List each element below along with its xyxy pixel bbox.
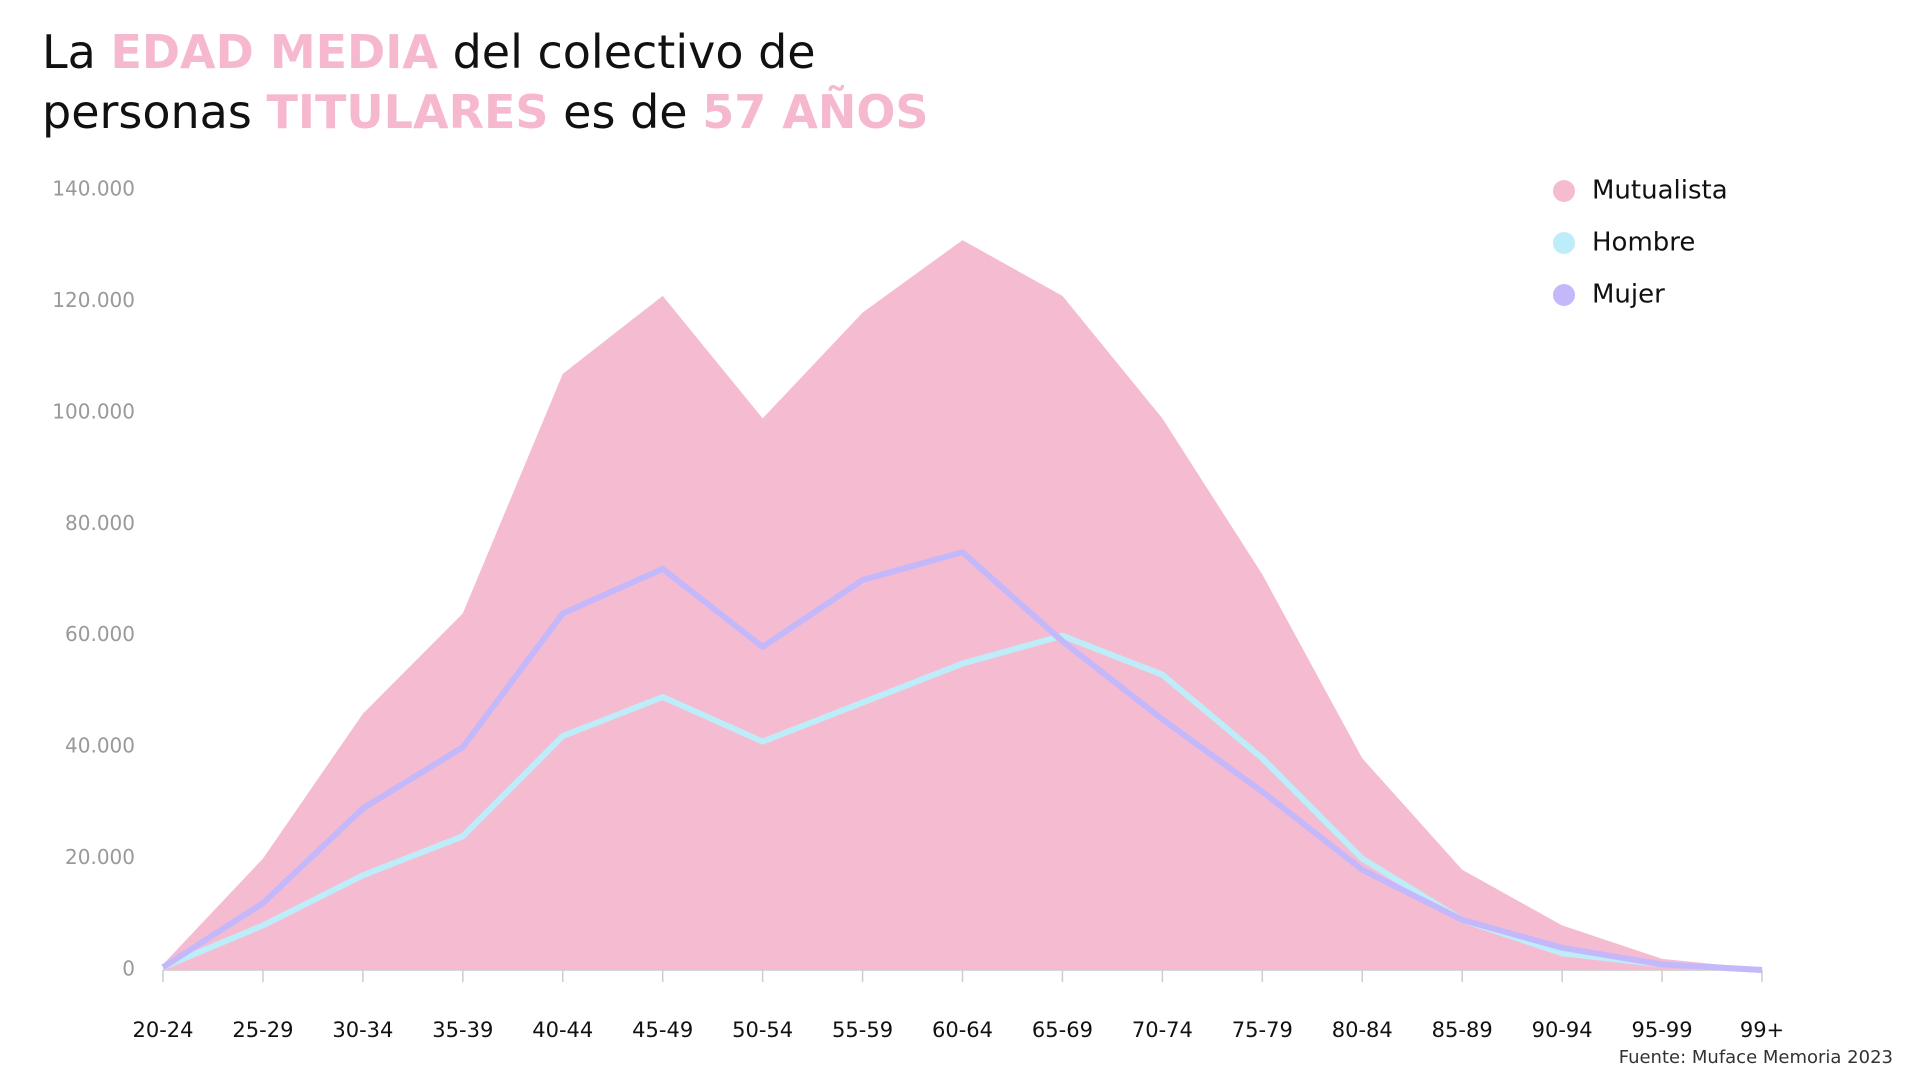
title-text: personas (42, 85, 267, 139)
area (163, 240, 1762, 971)
y-tick-label: 100.000 (52, 399, 135, 423)
chart-title: La EDAD MEDIA del colectivo de personas T… (42, 22, 929, 142)
x-tick-label: 75-79 (1232, 1018, 1293, 1042)
legend-label: Mutualista (1592, 176, 1728, 206)
y-tick-label: 80.000 (65, 511, 135, 535)
x-tick-label: 55-59 (832, 1018, 893, 1042)
x-tick-label: 50-54 (732, 1018, 793, 1042)
title-text: del colectivo de (437, 25, 816, 79)
title-highlight: TITULARES (266, 85, 549, 139)
y-tick-label: 20.000 (65, 845, 135, 869)
x-tick-label: 35-39 (432, 1018, 493, 1042)
title-line: La EDAD MEDIA del colectivo de (42, 22, 929, 82)
title-text: es de (548, 85, 703, 139)
x-tick-label: 65-69 (1032, 1018, 1093, 1042)
x-tick-label: 95-99 (1632, 1018, 1693, 1042)
x-tick-label: 70-74 (1132, 1018, 1193, 1042)
legend-swatch (1553, 232, 1575, 254)
legend-swatch (1553, 180, 1575, 202)
y-tick-label: 120.000 (52, 288, 135, 312)
x-tick-label: 60-64 (932, 1018, 993, 1042)
legend-label: Hombre (1592, 228, 1695, 258)
y-tick-label: 40.000 (65, 734, 135, 758)
x-tick-label: 20-24 (132, 1018, 193, 1042)
x-tick-label: 30-34 (332, 1018, 393, 1042)
y-tick-label: 140.000 (52, 177, 135, 201)
y-tick-label: 60.000 (65, 622, 135, 646)
line (161, 549, 1763, 973)
legend-label: Mujer (1592, 280, 1665, 310)
legend-swatch (1553, 284, 1575, 306)
y-tick-label: 0 (122, 957, 135, 981)
source: Fuente: Muface Memoria 2023 (1619, 1047, 1893, 1068)
x-tick-label: 85-89 (1432, 1018, 1493, 1042)
title-highlight: EDAD MEDIA (110, 25, 438, 79)
x-tick-label: 45-49 (632, 1018, 693, 1042)
x-tick-label: 80-84 (1332, 1018, 1393, 1042)
x-tick-label: 90-94 (1532, 1018, 1593, 1042)
x-tick-label: 25-29 (232, 1018, 293, 1042)
x-tick-label: 99+ (1740, 1018, 1784, 1042)
title-line: personas TITULARES es de 57 AÑOS (42, 82, 929, 142)
title-text: La (42, 25, 111, 79)
x-tick-label: 40-44 (532, 1018, 593, 1042)
title-highlight: 57 AÑOS (702, 85, 929, 139)
